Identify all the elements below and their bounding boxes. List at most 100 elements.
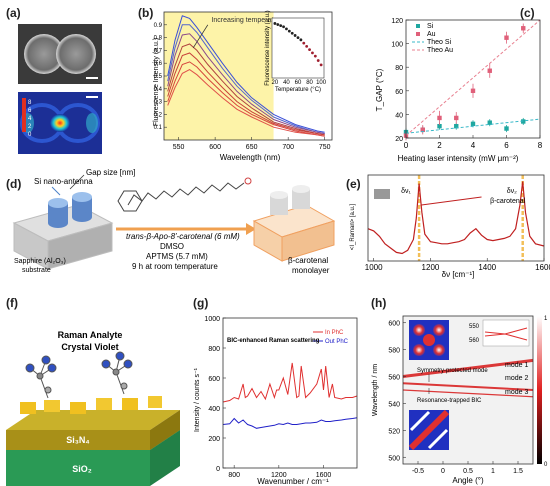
annotation-arrow (420, 196, 482, 206)
y-tick-label: 0 (216, 466, 220, 473)
data-point (487, 68, 492, 73)
y-tick-label: 0.4 (154, 87, 163, 93)
si3n4-front (6, 430, 150, 450)
inset-point (273, 22, 277, 25)
annotation-symmetry: Symmetry-protected mode (417, 368, 488, 374)
inset-tick: 560 (469, 338, 480, 344)
x-tick-label: 1.5 (513, 468, 523, 475)
inset-frame (271, 17, 325, 79)
si3n4-label: Si₃N₄ (66, 435, 89, 445)
data-point (454, 115, 459, 121)
plot-frame (367, 174, 545, 262)
reaction-arrowhead (246, 223, 256, 235)
x-tick-label: 1400 (478, 263, 496, 272)
y-tick-label: 560 (388, 375, 400, 382)
inset-point (299, 38, 303, 42)
panel-b: (b) 550 600 650 700 750 0.1 0.2 0.3 0.4 0.5 0.6 0.7… (112, 0, 340, 165)
x-axis-label: Wavelength (nm) (220, 153, 281, 162)
x-tick-label: 0 (441, 468, 445, 475)
x-tick-label: 1 (491, 468, 495, 475)
x-tick-label: 1600 (316, 472, 332, 479)
panel-label-c: (c) (520, 6, 535, 20)
panel-label-e: (e) (346, 177, 361, 191)
data-point (487, 120, 492, 125)
spectrum-line (222, 417, 358, 429)
coated-pillar-right (292, 189, 310, 209)
si-pillar-left (48, 203, 68, 223)
si3n4-side (150, 410, 180, 450)
si-pillar-right (72, 197, 92, 217)
crystal-violet-molecule-left (25, 355, 57, 399)
x-tick-label: 1600 (535, 263, 550, 272)
panel-label-a: (a) (6, 6, 21, 20)
substrate-label: substrate (22, 267, 51, 274)
theory-line (405, 19, 541, 137)
peak-annotation: β-carotenal (490, 198, 526, 205)
gap-size-label: Gap size [nm] (86, 168, 135, 177)
panel-e: (e) δν₁ δν₂ β-carotenal 1000 1200 1400 1600 δ… (340, 165, 550, 280)
legend-label: Theo Au (427, 47, 453, 54)
y-tick-label: 200 (208, 436, 220, 443)
x-tick-label: 600 (209, 144, 221, 151)
spectrum-line (222, 362, 358, 403)
substrate-label: Sapphire (Al₂O₃) (14, 258, 66, 265)
data-point (420, 127, 425, 132)
inset-point (276, 23, 280, 26)
panel-label-f: (f) (6, 296, 18, 310)
legend-swatch (416, 24, 420, 28)
panel-h: (h) -0.5 0 0.5 1 1.5 500 520 540 560 580 600 (365, 290, 550, 486)
colorbar-tick: 0 (28, 132, 32, 138)
sem-disk-right (56, 34, 96, 74)
pointer-line (51, 186, 61, 196)
y-tick-label: 0.5 (154, 74, 163, 80)
panel-label-d: (d) (6, 177, 22, 191)
panel-label-h: (h) (371, 296, 387, 310)
y-tick-label: 100 (391, 42, 403, 49)
colorbar-tick: 6 (28, 108, 32, 114)
coated-pillar-left-top (270, 191, 288, 199)
y-axis-label: <I_Raman> [a.u.] (350, 203, 356, 250)
sem-disk-left (24, 34, 64, 74)
y-tick-label: 120 (391, 18, 403, 25)
legend-label: In PhC (325, 330, 344, 336)
reagent-line-2: DMSO (160, 242, 184, 251)
spectrum-line (167, 52, 325, 136)
panel-a: (a) 8 6 4 2 0 (0, 0, 112, 160)
mode-label: mode 3 (505, 389, 528, 396)
inset-point (282, 25, 285, 29)
inset-point (293, 34, 297, 37)
x-tick-label: 1000 (365, 263, 383, 272)
inset-y-label: Fluorescense intensity (a.u.) (265, 10, 271, 85)
y-axis-label: T_GAP (°C) (375, 68, 384, 111)
y-tick-label: 1000 (204, 316, 220, 323)
data-point (437, 115, 442, 121)
reagent-line-1: trans-β-Apo-8'-carotenal (6 mM) (126, 232, 240, 241)
si-pillar-right-top (72, 192, 92, 202)
x-tick-label: 650 (246, 144, 258, 151)
x-tick-label: 0 (404, 141, 409, 150)
data-point (521, 119, 526, 124)
molecule-icon (374, 189, 390, 199)
x-tick-label: 1200 (422, 263, 440, 272)
colorbar (22, 98, 26, 132)
product-label: β-carotenal (288, 256, 328, 265)
x-tick-label: 0.5 (463, 468, 473, 475)
panel-label-g: (g) (193, 296, 209, 310)
y-tick-label: 580 (388, 348, 400, 355)
inset-x-tick-label: 40 (283, 80, 290, 86)
molecule-oxygen (244, 177, 252, 185)
inset-point (287, 29, 291, 33)
crystal-violet-molecule-right (101, 351, 133, 395)
panel-label-b: (b) (138, 6, 154, 20)
product-label: monolayer (292, 266, 330, 275)
si3n4-top (6, 410, 180, 430)
y-tick-label: 0.6 (154, 61, 163, 67)
y-tick-label: 400 (208, 406, 220, 413)
inset-point (302, 41, 306, 45)
y-tick-label: 0.1 (154, 125, 163, 131)
y-tick-label: 0.9 (154, 23, 163, 29)
x-tick-label: 550 (173, 144, 185, 151)
coated-pillar-left (270, 195, 288, 215)
inset-x-tick-label: 20 (272, 80, 279, 86)
colorbar-tick: 8 (28, 100, 32, 106)
